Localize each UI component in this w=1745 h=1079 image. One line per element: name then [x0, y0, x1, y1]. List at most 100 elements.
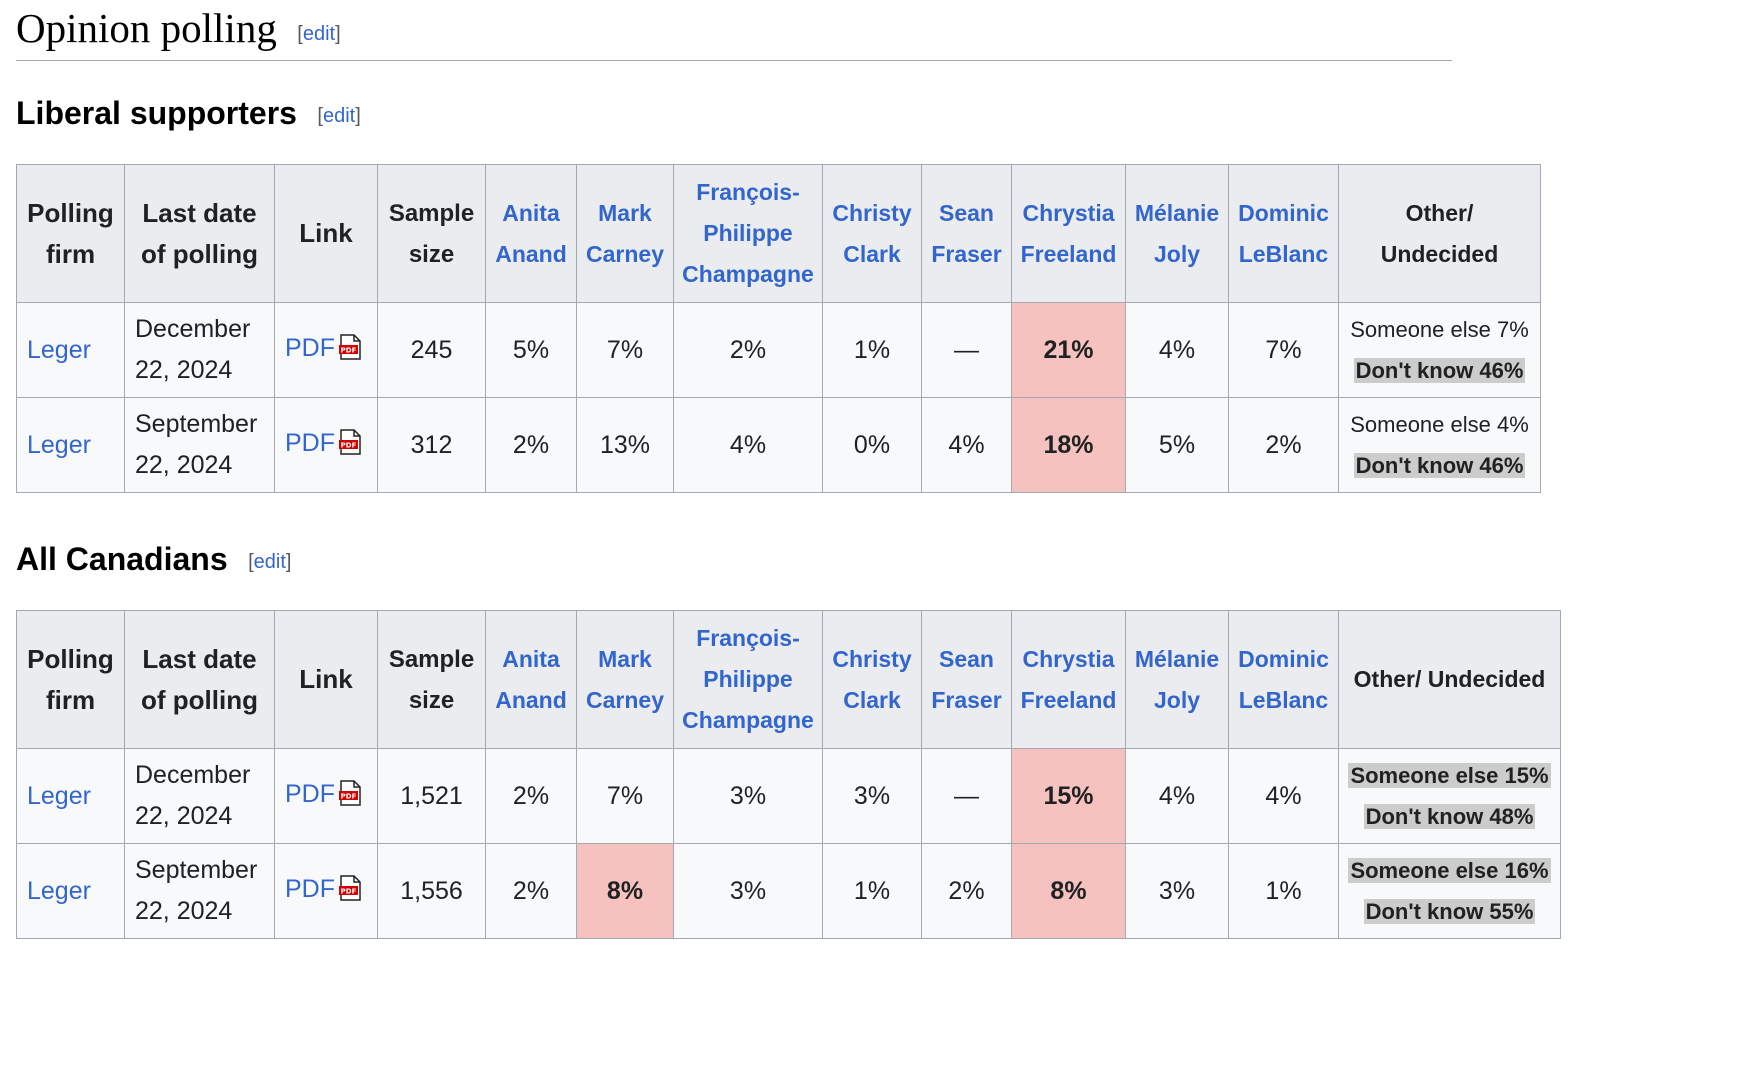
value-anita-anand: 2%	[485, 843, 577, 939]
value-christy-clark: 3%	[822, 748, 922, 844]
sample-size: 245	[377, 302, 486, 398]
pdf-link[interactable]: PDF PDF	[274, 397, 378, 493]
value-chrystia-freeland: 21%	[1011, 302, 1126, 398]
subsection-title: Liberal supporters	[16, 95, 297, 131]
value-mark-carney: 7%	[576, 302, 674, 398]
polling-table-all-canadians: Polling firm Last date of polling Link S…	[16, 610, 1561, 939]
value-other-undecided: Someone else 7% Don't know 46%	[1338, 302, 1541, 398]
edit-link-wrapper: [edit]	[248, 551, 292, 573]
col-header-francois-philippe-champagne[interactable]: François-Philippe Champagne	[673, 610, 823, 749]
value-anita-anand: 2%	[485, 748, 577, 844]
value-melanie-joly: 5%	[1125, 397, 1229, 493]
svg-text:PDF: PDF	[341, 792, 357, 800]
polling-firm-link[interactable]: Leger	[16, 397, 125, 493]
pdf-link-label[interactable]: PDF	[285, 428, 335, 457]
col-header-link: Link	[274, 610, 378, 749]
col-header-anita-anand[interactable]: Anita Anand	[485, 164, 577, 303]
dont-know: Don't know 48%	[1363, 804, 1536, 829]
col-header-mark-carney[interactable]: Mark Carney	[576, 610, 674, 749]
value-chrystia-freeland: 18%	[1011, 397, 1126, 493]
polling-firm-link[interactable]: Leger	[16, 302, 125, 398]
col-header-polling-firm: Polling firm	[16, 164, 125, 303]
pdf-link[interactable]: PDF PDF	[274, 843, 378, 939]
subsection-title: All Canadians	[16, 541, 228, 577]
someone-else: Someone else 7%	[1350, 317, 1529, 342]
subsection-heading-liberal: Liberal supporters [edit]	[16, 93, 361, 133]
header-row: Polling firm Last date of polling Link S…	[16, 610, 1561, 749]
col-header-christy-clark[interactable]: Christy Clark	[822, 610, 922, 749]
dont-know: Don't know 55%	[1363, 899, 1536, 924]
pdf-link[interactable]: PDF PDF	[274, 748, 378, 844]
col-header-christy-clark[interactable]: Christy Clark	[822, 164, 922, 303]
value-melanie-joly: 3%	[1125, 843, 1229, 939]
value-dominic-leblanc: 7%	[1228, 302, 1339, 398]
col-header-sean-fraser[interactable]: Sean Fraser	[921, 610, 1012, 749]
value-dominic-leblanc: 1%	[1228, 843, 1339, 939]
poll-date: December 22, 2024	[124, 748, 275, 844]
edit-link[interactable]: edit	[302, 23, 336, 45]
value-anita-anand: 2%	[485, 397, 577, 493]
edit-link[interactable]: edit	[322, 105, 356, 127]
col-header-anita-anand[interactable]: Anita Anand	[485, 610, 577, 749]
dont-know: Don't know 46%	[1353, 453, 1526, 478]
pdf-icon: PDF	[338, 873, 362, 914]
col-header-chrystia-freeland[interactable]: Chrystia Freeland	[1011, 610, 1126, 749]
someone-else: Someone else 16%	[1348, 858, 1551, 883]
value-melanie-joly: 4%	[1125, 302, 1229, 398]
table-row: Leger December 22, 2024 PDF PDF 245 5% 7%…	[16, 302, 1541, 398]
value-chrystia-freeland: 15%	[1011, 748, 1126, 844]
col-header-last-date: Last date of polling	[124, 164, 275, 303]
col-header-other-undecided: Other/ Undecided	[1338, 610, 1561, 749]
table-row: Leger September 22, 2024 PDF PDF 1,556 2%…	[16, 843, 1561, 939]
value-champagne: 3%	[673, 843, 823, 939]
col-header-polling-firm: Polling firm	[16, 610, 125, 749]
pdf-link-label[interactable]: PDF	[285, 874, 335, 903]
col-header-chrystia-freeland[interactable]: Chrystia Freeland	[1011, 164, 1126, 303]
polling-firm-link[interactable]: Leger	[16, 843, 125, 939]
polling-firm-link[interactable]: Leger	[16, 748, 125, 844]
someone-else: Someone else 4%	[1350, 412, 1529, 437]
value-champagne: 4%	[673, 397, 823, 493]
pdf-icon: PDF	[338, 427, 362, 468]
col-header-francois-philippe-champagne[interactable]: François-Philippe Champagne	[673, 164, 823, 303]
col-header-melanie-joly[interactable]: Mélanie Joly	[1125, 610, 1229, 749]
col-header-other-undecided: Other/ Undecided	[1338, 164, 1541, 303]
col-header-dominic-leblanc[interactable]: Dominic LeBlanc	[1228, 610, 1339, 749]
pdf-link[interactable]: PDF PDF	[274, 302, 378, 398]
col-header-sample-size: Sample size	[377, 164, 486, 303]
sample-size: 312	[377, 397, 486, 493]
col-header-melanie-joly[interactable]: Mélanie Joly	[1125, 164, 1229, 303]
pdf-link-label[interactable]: PDF	[285, 779, 335, 808]
value-sean-fraser: 2%	[921, 843, 1012, 939]
value-dominic-leblanc: 4%	[1228, 748, 1339, 844]
value-other-undecided: Someone else 16% Don't know 55%	[1338, 843, 1561, 939]
poll-date: December 22, 2024	[124, 302, 275, 398]
svg-text:PDF: PDF	[341, 887, 357, 895]
value-champagne: 2%	[673, 302, 823, 398]
polling-table-liberal: Polling firm Last date of polling Link S…	[16, 164, 1541, 493]
col-header-sean-fraser[interactable]: Sean Fraser	[921, 164, 1012, 303]
col-header-link: Link	[274, 164, 378, 303]
dont-know: Don't know 46%	[1353, 358, 1526, 383]
pdf-icon: PDF	[338, 332, 362, 373]
value-other-undecided: Someone else 4% Don't know 46%	[1338, 397, 1541, 493]
value-sean-fraser: —	[921, 748, 1012, 844]
value-christy-clark: 1%	[822, 843, 922, 939]
table-row: Leger December 22, 2024 PDF PDF 1,521 2% …	[16, 748, 1561, 844]
value-champagne: 3%	[673, 748, 823, 844]
col-header-last-date: Last date of polling	[124, 610, 275, 749]
svg-text:PDF: PDF	[341, 441, 357, 449]
value-mark-carney: 7%	[576, 748, 674, 844]
someone-else: Someone else 15%	[1348, 763, 1551, 788]
value-dominic-leblanc: 2%	[1228, 397, 1339, 493]
pdf-icon: PDF	[338, 778, 362, 819]
page-title: Opinion polling	[16, 5, 277, 51]
table-row: Leger September 22, 2024 PDF PDF 312 2% 1…	[16, 397, 1541, 493]
value-other-undecided: Someone else 15% Don't know 48%	[1338, 748, 1561, 844]
col-header-mark-carney[interactable]: Mark Carney	[576, 164, 674, 303]
pdf-link-label[interactable]: PDF	[285, 333, 335, 362]
poll-date: September 22, 2024	[124, 397, 275, 493]
edit-link[interactable]: edit	[253, 551, 286, 573]
value-sean-fraser: 4%	[921, 397, 1012, 493]
col-header-dominic-leblanc[interactable]: Dominic LeBlanc	[1228, 164, 1339, 303]
